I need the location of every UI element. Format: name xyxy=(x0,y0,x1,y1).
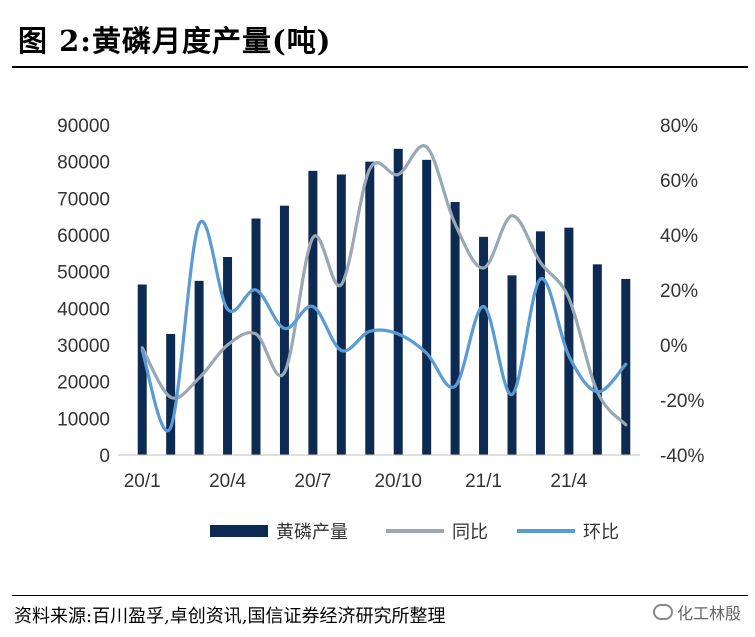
y-right-tick-label: -40% xyxy=(660,446,704,467)
bar-20/3 xyxy=(194,280,204,455)
y-left-tick-label: 40000 xyxy=(57,299,110,320)
x-tick-label: 20/4 xyxy=(209,471,246,492)
legend-swatch-bar xyxy=(210,525,268,537)
bar-20/7 xyxy=(308,170,318,456)
bars-layer xyxy=(137,148,631,456)
watermark: 化工林殷 xyxy=(652,600,741,624)
x-tick-label: 21/4 xyxy=(550,471,587,492)
y-right-tick-label: 60% xyxy=(660,171,698,192)
y-right-tick-label: 80% xyxy=(660,116,698,137)
bar-20/5 xyxy=(251,218,261,455)
y-left-tick-label: 90000 xyxy=(57,116,110,137)
bar-20/9 xyxy=(365,161,375,455)
bar-21/3 xyxy=(535,231,545,455)
bar-21/4 xyxy=(564,227,574,455)
y-right-tick-label: 40% xyxy=(660,226,698,247)
bar-20/2 xyxy=(166,334,176,455)
bar-21/5 xyxy=(592,264,602,455)
legend-label: 同比 xyxy=(452,522,488,542)
title-divider xyxy=(12,66,748,68)
axis-layer: 0 10000 20000 30000 40000 50000 60000 70000 8000… xyxy=(57,116,704,492)
bar-20/10 xyxy=(393,148,403,456)
watermark-text: 化工林殷 xyxy=(676,604,741,623)
y-left-tick-label: 60000 xyxy=(57,226,110,247)
page-title: 图 2:黄磷月度产量(吨) xyxy=(18,24,332,58)
line-series-2 xyxy=(140,219,628,433)
bar-20/8 xyxy=(336,174,346,455)
x-tick-label: 20/1 xyxy=(124,471,161,492)
source-note: 资料来源:百川盈孚,卓创资讯,国信证券经济研究所整理 xyxy=(14,606,446,627)
legend-label: 环比 xyxy=(583,522,619,542)
y-right-tick-label: 0% xyxy=(660,336,688,357)
line-series-1 xyxy=(140,144,628,427)
bar-20/4 xyxy=(223,257,233,455)
bar-20/1 xyxy=(137,284,147,455)
bar-20/12 xyxy=(450,202,460,455)
bar-21/1 xyxy=(479,236,489,455)
wechat-icon xyxy=(652,604,673,620)
legend-layer: 黄磷产量 同比 环比 xyxy=(210,522,619,542)
bar-21/6 xyxy=(621,279,631,455)
x-tick-label: 20/10 xyxy=(374,471,422,492)
x-tick-label: 21/1 xyxy=(465,471,502,492)
x-tick-label: 20/7 xyxy=(294,471,331,492)
y-left-tick-label: 0 xyxy=(99,446,110,467)
lines-layer xyxy=(140,144,628,433)
bar-21/2 xyxy=(507,275,517,455)
legend-label: 黄磷产量 xyxy=(276,522,348,542)
y-left-tick-label: 10000 xyxy=(57,409,110,430)
footer-divider xyxy=(12,595,748,596)
y-left-tick-label: 50000 xyxy=(57,263,110,284)
y-left-tick-label: 20000 xyxy=(57,373,110,394)
y-left-tick-label: 30000 xyxy=(57,336,110,357)
y-right-tick-label: -20% xyxy=(660,391,704,412)
bar-20/11 xyxy=(422,159,432,456)
y-left-tick-label: 70000 xyxy=(57,189,110,210)
y-right-tick-label: 20% xyxy=(660,281,698,302)
bar-20/6 xyxy=(279,205,289,455)
y-left-tick-label: 80000 xyxy=(57,153,110,174)
